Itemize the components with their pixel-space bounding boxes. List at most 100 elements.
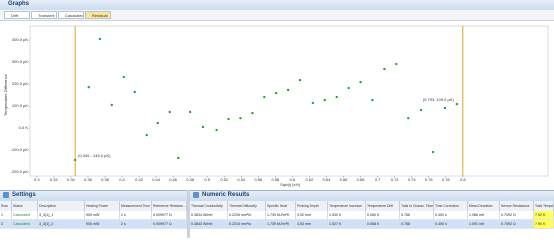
- y-tick-label: -200.0 µK: [11, 169, 29, 174]
- tab[interactable]: Residual: [85, 11, 111, 19]
- x-tick-label: 0.3: [34, 177, 40, 182]
- x-tick-label: 0.52: [220, 177, 229, 182]
- data-point: [323, 98, 326, 102]
- data-point: [251, 111, 254, 115]
- table-cell[interactable]: 0.009977 Ω: [152, 220, 187, 229]
- y-tick-label: 400.0 µK: [12, 37, 28, 42]
- data-point: [98, 37, 102, 41]
- x-tick-label: 0.74: [408, 177, 417, 182]
- tab[interactable]: Drift: [4, 11, 30, 19]
- data-point: [395, 62, 398, 66]
- data-point: [347, 86, 350, 90]
- table-cell[interactable]: Calculated: [12, 220, 38, 229]
- x-tick-label: 0.34: [67, 177, 76, 182]
- table-cell[interactable]: 900 mW: [85, 211, 120, 220]
- data-point: [239, 116, 242, 120]
- data-point: [263, 95, 266, 99]
- column-header: Temperature Increase: [328, 201, 366, 211]
- data-point: [455, 102, 459, 106]
- table-cell[interactable]: 0.400 s: [434, 220, 468, 229]
- data-point: [383, 67, 386, 71]
- table-cell[interactable]: 1.091 mK: [468, 220, 500, 229]
- table-cell[interactable]: 7.92 K: [534, 211, 554, 220]
- data-point: [227, 117, 230, 121]
- table-cell[interactable]: 0.2210 mm²/s: [228, 220, 266, 229]
- table-cell[interactable]: 3_3(1)_1: [38, 211, 85, 220]
- table-cell[interactable]: 0.400 s: [434, 211, 468, 220]
- table-cell[interactable]: 0.7092 Ω: [500, 211, 534, 220]
- y-tick-label: 200.0 µK: [12, 81, 28, 86]
- x-tick-label: 0.46: [169, 177, 178, 182]
- table-cell[interactable]: 2: [0, 220, 12, 229]
- column-header: Heating Power: [85, 201, 120, 211]
- table-cell[interactable]: 0.768: [400, 220, 434, 229]
- tab[interactable]: Calculated: [58, 11, 84, 19]
- table-cell[interactable]: 900 mW: [85, 220, 120, 229]
- column-header: Specific Heat: [266, 201, 296, 211]
- column-header: Thermal Diffusivity: [228, 201, 266, 211]
- data-point: [286, 88, 290, 92]
- splitter: [187, 190, 190, 238]
- data-point: [133, 90, 136, 94]
- y-tick-label: 0.0 K: [19, 125, 29, 130]
- table-cell[interactable]: 0.2205 mm²/s: [228, 211, 266, 220]
- x-tick-label: 0.44: [152, 177, 161, 182]
- results-header: Numeric Results: [190, 190, 554, 201]
- data-point: [419, 108, 423, 112]
- column-header: Status: [12, 201, 38, 211]
- x-tick-label: 0.7: [375, 177, 381, 182]
- column-header: Temperature Drift: [366, 201, 400, 211]
- data-point: [110, 103, 113, 107]
- column-header: Reference Resistan...: [152, 201, 187, 211]
- settings-icon: [3, 192, 9, 198]
- data-point: [215, 128, 218, 132]
- table-cell[interactable]: 0.009977 Ω: [152, 211, 187, 220]
- data-point: [73, 158, 77, 162]
- settings-header: Settings: [0, 190, 187, 201]
- column-header: Sensor Resistance: [500, 201, 534, 211]
- data-point: [371, 98, 374, 102]
- data-point: [177, 156, 180, 160]
- tab-bar: Drift Transient Calculated Residual: [0, 10, 554, 21]
- column-header: Row: [0, 201, 12, 211]
- table-cell[interactable]: 3_3(1)_2: [38, 220, 85, 229]
- table-cell[interactable]: 0.3843 W/mK: [190, 220, 228, 229]
- table-cell[interactable]: 2 s: [120, 211, 152, 220]
- x-tick-label: 0.4: [119, 177, 125, 182]
- x-tick-label: 0.32: [50, 177, 59, 182]
- data-point: [335, 95, 338, 99]
- data-point: [443, 106, 447, 110]
- plot-area: [29, 25, 549, 177]
- column-header: Total to Charac. Time: [400, 201, 434, 211]
- x-tick-label: 0.6: [290, 177, 296, 182]
- table-cell[interactable]: 3.53 mm: [296, 220, 328, 229]
- table-cell[interactable]: 0.058 K: [366, 220, 400, 229]
- tab[interactable]: Transient: [31, 11, 57, 19]
- x-tick-label: 0.72: [391, 177, 400, 182]
- table-cell[interactable]: 0.7092 Ω: [500, 220, 534, 229]
- data-point: [188, 110, 192, 114]
- table-cell[interactable]: 7.90 K: [534, 220, 554, 229]
- point-annotation: (0.345, -145.0 µK): [78, 153, 111, 158]
- table-cell[interactable]: 1.530 K: [328, 211, 366, 220]
- table-cell[interactable]: 0.060 K: [366, 211, 400, 220]
- table-cell[interactable]: 1.086 mK: [468, 211, 500, 220]
- table-cell[interactable]: Calculated: [12, 211, 38, 220]
- table-cell[interactable]: 1.527 K: [328, 220, 366, 229]
- table-cell[interactable]: 1.739 MJ/m³K: [266, 211, 296, 220]
- y-tick-label: 100.0 µK: [12, 103, 28, 108]
- table-cell[interactable]: 1.739 MJ/m³K: [266, 220, 296, 229]
- x-tick-label: 0.66: [340, 177, 349, 182]
- table-cell[interactable]: 1: [0, 211, 12, 220]
- column-header: Mean Deviation: [468, 201, 500, 211]
- table-cell[interactable]: 2 s: [120, 220, 152, 229]
- table-cell[interactable]: 0.3834 W/mK: [190, 211, 228, 220]
- table-cell[interactable]: 0.766: [400, 211, 434, 220]
- table-cell[interactable]: 3.52 mm: [296, 211, 328, 220]
- column-header: Description: [38, 201, 85, 211]
- column-header: Measurement Time: [120, 201, 152, 211]
- x-tick-label: 0.8: [460, 177, 466, 182]
- x-tick-label: 0.68: [357, 177, 366, 182]
- header-title: Graphs: [8, 1, 30, 7]
- column-header: Time Correction: [434, 201, 468, 211]
